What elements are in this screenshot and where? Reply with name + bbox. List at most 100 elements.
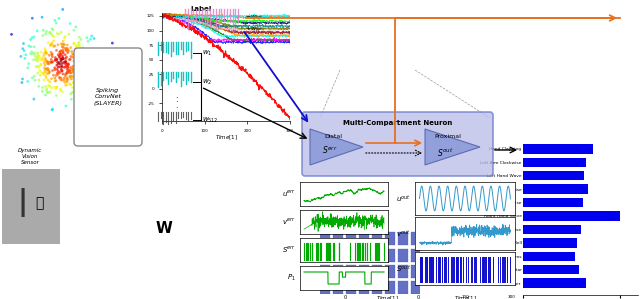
Point xyxy=(32,28,42,33)
Point xyxy=(16,54,26,59)
Point xyxy=(82,35,92,40)
Point xyxy=(20,52,31,57)
Bar xyxy=(346,248,356,262)
Point xyxy=(72,96,82,101)
Point xyxy=(39,78,49,83)
Point xyxy=(58,54,68,58)
Point xyxy=(50,55,60,60)
Point xyxy=(43,78,53,83)
Point xyxy=(54,32,64,36)
Point xyxy=(52,57,62,62)
Point xyxy=(24,61,34,66)
Point xyxy=(36,57,46,62)
Point xyxy=(100,74,110,79)
Point xyxy=(45,43,56,48)
Point xyxy=(38,56,48,60)
Point xyxy=(65,76,76,81)
Point xyxy=(77,60,88,65)
Point xyxy=(69,70,79,74)
Point xyxy=(90,83,100,88)
Bar xyxy=(523,184,588,194)
Point xyxy=(95,48,106,52)
Point xyxy=(57,78,67,83)
Point xyxy=(67,85,77,90)
Point xyxy=(51,57,61,62)
Point xyxy=(76,37,86,42)
Point xyxy=(71,54,81,58)
Point xyxy=(52,63,62,68)
Bar xyxy=(385,232,395,245)
Text: $w_2$: $w_2$ xyxy=(202,77,212,87)
Point xyxy=(64,57,74,62)
Point xyxy=(81,49,92,54)
Bar xyxy=(523,238,577,248)
Point xyxy=(58,48,68,53)
Point xyxy=(74,40,84,45)
Bar xyxy=(523,211,620,221)
Point xyxy=(31,58,42,62)
Point xyxy=(68,68,78,73)
Point xyxy=(80,60,90,65)
Point xyxy=(51,73,61,78)
Point xyxy=(61,48,72,53)
Point xyxy=(74,56,84,60)
Point xyxy=(60,61,70,66)
Point xyxy=(96,82,106,87)
Point xyxy=(42,86,52,91)
Point xyxy=(40,70,51,74)
Bar xyxy=(372,265,382,278)
Point xyxy=(50,58,60,63)
Point xyxy=(35,68,45,73)
Point xyxy=(58,51,68,55)
Point xyxy=(54,60,64,65)
Bar xyxy=(385,265,395,278)
Text: Distal: Distal xyxy=(324,133,342,138)
Point xyxy=(58,71,68,76)
Bar xyxy=(523,278,586,288)
Text: $S^{err}$: $S^{err}$ xyxy=(323,144,338,156)
Point xyxy=(27,16,37,21)
Point xyxy=(57,69,67,74)
Point xyxy=(51,21,61,25)
Point xyxy=(28,51,38,56)
Point xyxy=(57,63,67,68)
Point xyxy=(53,52,63,57)
Point xyxy=(67,49,77,54)
Point xyxy=(59,42,69,47)
Point xyxy=(68,52,79,57)
Point xyxy=(47,52,57,57)
Point xyxy=(58,55,68,60)
Point xyxy=(29,51,40,55)
Point xyxy=(55,52,65,57)
Point xyxy=(50,76,60,80)
Text: 🎥: 🎥 xyxy=(35,196,44,210)
Point xyxy=(74,81,84,86)
Point xyxy=(39,60,49,65)
Point xyxy=(63,62,74,67)
Point xyxy=(37,89,47,94)
Point xyxy=(44,62,54,66)
Bar xyxy=(346,265,356,278)
Text: $u^{err}$: $u^{err}$ xyxy=(282,189,296,199)
Point xyxy=(63,62,74,66)
Point xyxy=(22,79,33,84)
Point xyxy=(62,43,72,48)
Bar xyxy=(320,232,330,245)
Point xyxy=(60,65,70,70)
Text: Spiking
ConvNet
(SLAYER): Spiking ConvNet (SLAYER) xyxy=(93,88,122,106)
Point xyxy=(55,87,65,92)
Bar xyxy=(372,281,382,294)
Point xyxy=(63,70,73,75)
Point xyxy=(61,83,71,88)
Bar xyxy=(398,248,408,262)
Point xyxy=(49,44,59,49)
Point xyxy=(33,55,43,60)
Point xyxy=(63,65,73,70)
Point xyxy=(72,50,82,55)
Point xyxy=(61,55,72,60)
Point xyxy=(85,60,95,65)
Point xyxy=(72,70,82,75)
Point xyxy=(33,52,43,57)
Point xyxy=(47,85,57,90)
Point xyxy=(81,80,91,85)
